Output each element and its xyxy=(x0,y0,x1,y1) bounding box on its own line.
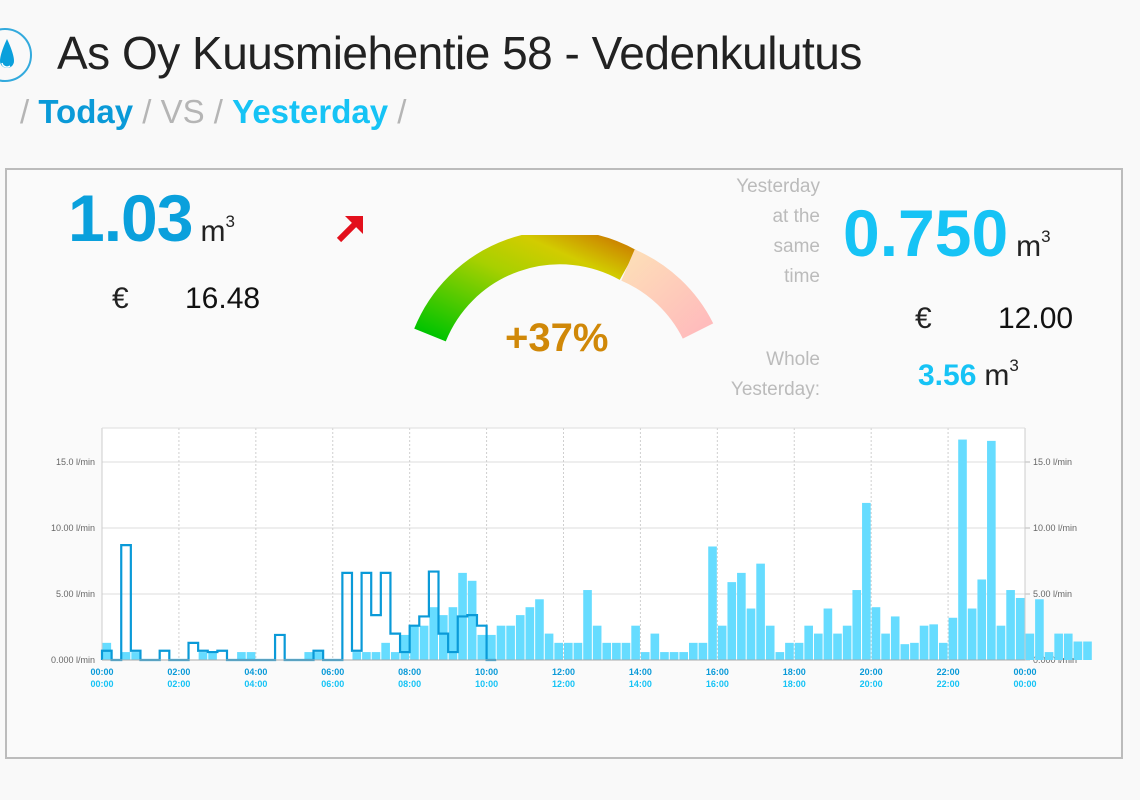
breadcrumb: / Today / VS / Yesterday / xyxy=(20,93,406,131)
today-currency: € xyxy=(112,282,129,315)
svg-text:00:00: 00:00 xyxy=(1013,667,1036,677)
svg-text:15.0 l/min: 15.0 l/min xyxy=(56,457,95,467)
breadcrumb-separator: / xyxy=(20,93,30,130)
svg-text:5.00 l/min: 5.00 l/min xyxy=(1033,589,1072,599)
svg-text:00:00: 00:00 xyxy=(1013,679,1036,689)
svg-text:18:00: 18:00 xyxy=(783,679,806,689)
svg-text:02:00: 02:00 xyxy=(167,679,190,689)
arrow-up-right-icon xyxy=(335,212,367,249)
svg-text:10.00 l/min: 10.00 l/min xyxy=(51,523,95,533)
yesterday-volume: 0.750 m3 xyxy=(843,200,1051,266)
today-volume-unit: m3 xyxy=(200,212,235,248)
svg-text:5.00 l/min: 5.00 l/min xyxy=(56,589,95,599)
yesterday-volume-unit: m3 xyxy=(1016,227,1051,263)
breadcrumb-yesterday[interactable]: Yesterday xyxy=(232,93,389,130)
svg-text:00:00: 00:00 xyxy=(90,667,113,677)
svg-text:15.0 l/min: 15.0 l/min xyxy=(1033,457,1072,467)
svg-text:08:00: 08:00 xyxy=(398,667,421,677)
svg-text:04:00: 04:00 xyxy=(244,679,267,689)
svg-text:20:00: 20:00 xyxy=(860,679,883,689)
svg-text:20:00: 20:00 xyxy=(860,667,883,677)
yesterday-currency: € xyxy=(915,302,932,335)
svg-text:22:00: 22:00 xyxy=(937,679,960,689)
svg-text:04:00: 04:00 xyxy=(244,667,267,677)
today-volume-value: 1.03 xyxy=(68,181,193,255)
breadcrumb-today[interactable]: Today xyxy=(38,93,134,130)
yesterday-same-time-label: Yesterday at the same time xyxy=(736,176,820,287)
svg-text:08:00: 08:00 xyxy=(398,679,421,689)
svg-text:12:00: 12:00 xyxy=(552,679,575,689)
svg-text:22:00: 22:00 xyxy=(937,667,960,677)
breadcrumb-separator: / xyxy=(397,93,407,130)
today-cost: 16.48 xyxy=(185,282,261,315)
svg-text:16:00: 16:00 xyxy=(706,667,729,677)
svg-text:10.00 l/min: 10.00 l/min xyxy=(1033,523,1077,533)
breadcrumb-separator: / xyxy=(213,93,223,130)
svg-text:14:00: 14:00 xyxy=(629,679,652,689)
whole-yesterday-label: Whole Yesterday: xyxy=(730,349,820,400)
svg-text:02:00: 02:00 xyxy=(167,667,190,677)
water-drop-icon xyxy=(0,28,32,82)
svg-text:18:00: 18:00 xyxy=(783,667,806,677)
whole-yesterday-volume: 3.56 m3 xyxy=(918,356,1019,392)
svg-text:14:00: 14:00 xyxy=(629,667,652,677)
svg-text:06:00: 06:00 xyxy=(321,679,344,689)
yesterday-volume-value: 0.750 xyxy=(843,196,1009,270)
breadcrumb-vs: VS xyxy=(160,93,205,130)
yesterday-cost: 12.00 xyxy=(998,302,1074,335)
breadcrumb-separator: / xyxy=(142,93,152,130)
svg-text:10:00: 10:00 xyxy=(475,679,498,689)
page-title: As Oy Kuusmiehentie 58 - Vedenkulutus xyxy=(57,27,862,79)
svg-text:10:00: 10:00 xyxy=(475,667,498,677)
change-percentage: +37% xyxy=(505,316,609,360)
svg-text:06:00: 06:00 xyxy=(321,667,344,677)
svg-text:0.000 l/min: 0.000 l/min xyxy=(51,655,95,665)
svg-text:00:00: 00:00 xyxy=(90,679,113,689)
today-volume: 1.03 m3 xyxy=(68,185,235,251)
change-gauge xyxy=(410,230,720,360)
svg-text:16:00: 16:00 xyxy=(706,679,729,689)
svg-text:12:00: 12:00 xyxy=(552,667,575,677)
